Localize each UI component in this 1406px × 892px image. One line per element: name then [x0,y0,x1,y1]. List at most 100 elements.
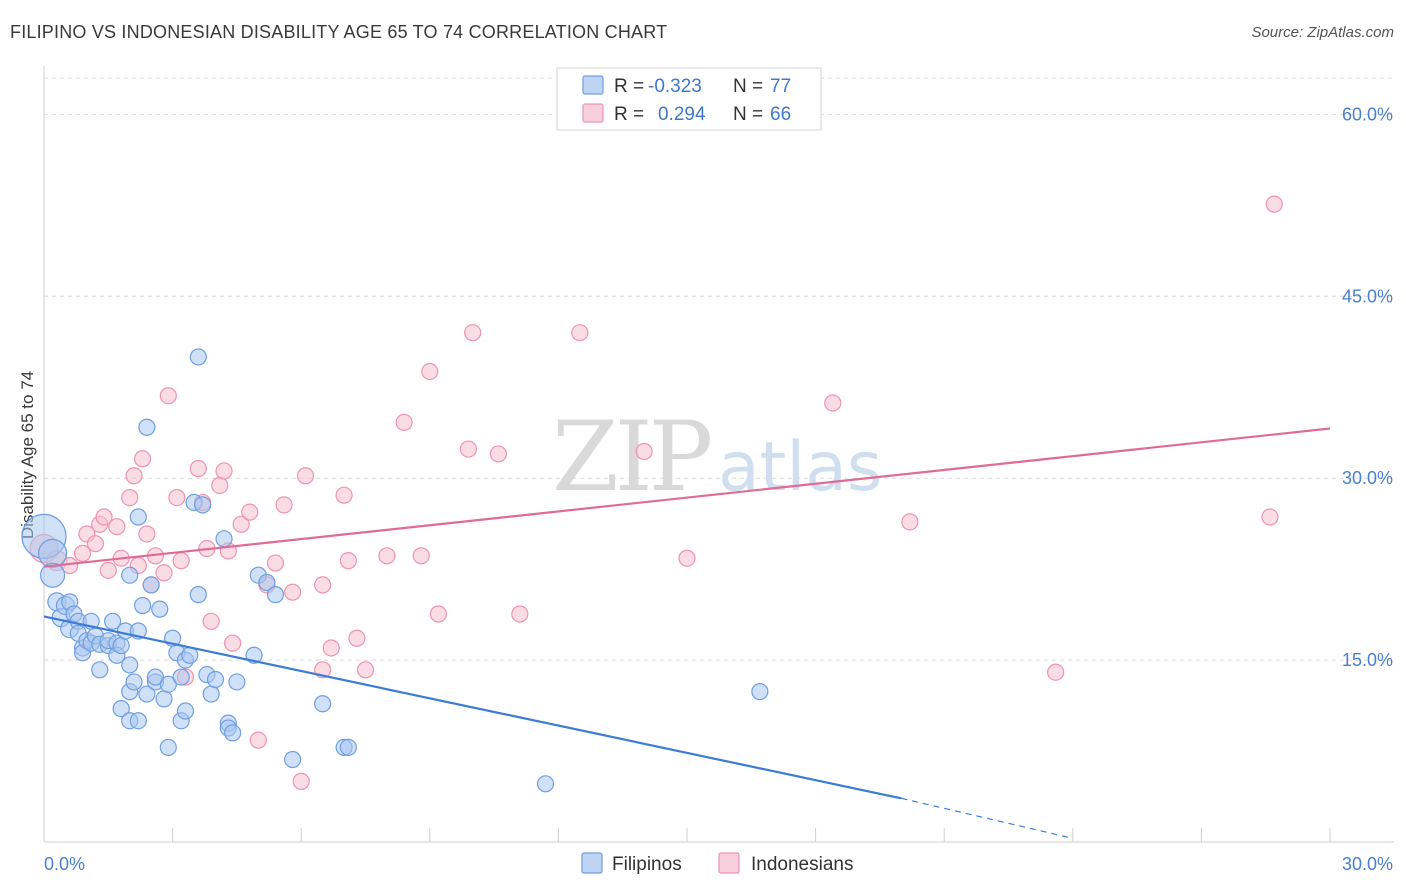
point-filipinos [103,612,122,630]
chart-title: FILIPINO VS INDONESIAN DISABILITY AGE 65… [10,22,668,42]
point-filipinos [39,562,66,588]
point-indonesians [901,513,919,531]
point-filipinos [189,586,207,604]
point-indonesians [211,476,229,495]
point-indonesians [133,450,152,468]
point-filipinos [121,566,139,584]
point-filipinos [151,600,169,618]
point-filipinos [202,685,220,703]
watermark: ZIP atlas [552,401,882,513]
point-filipinos [266,586,285,604]
point-indonesians [489,445,507,463]
point-filipinos [536,775,555,793]
point-indonesians [1047,663,1065,681]
source-label: Source: ZipAtlas.com [1251,24,1394,41]
point-indonesians [571,324,589,342]
point-filipinos [159,675,177,693]
x-tick-label-min: 0.0% [44,854,85,874]
point-filipinos [172,668,190,686]
x-tick-label-max: 30.0% [1342,854,1393,874]
point-filipinos [215,530,233,548]
point-indonesians [1265,195,1283,213]
point-filipinos [125,673,143,691]
point-filipinos [194,496,212,514]
legend-swatch-filipinos [582,75,604,95]
point-filipinos [189,348,207,366]
bottom-legend-label-filipinos: Filipinos [612,854,682,875]
point-indonesians [168,488,186,507]
point-filipinos [751,683,769,701]
point-indonesians [172,552,190,570]
point-indonesians [1261,508,1279,526]
point-filipinos [314,695,332,713]
point-indonesians [339,552,357,570]
y-tick-labels: 15.0% 30.0% 45.0% 60.0% [1342,104,1393,670]
grid-lines [44,77,1394,661]
y-tick-label: 45.0% [1342,286,1393,306]
legend-n-value-filipinos: 77 [770,76,791,97]
point-indonesians [322,639,340,657]
point-filipinos [284,750,302,769]
point-indonesians [459,440,477,458]
point-filipinos [138,418,156,436]
point-indonesians [292,772,310,790]
point-filipinos [91,661,109,679]
point-indonesians [348,629,366,647]
legend-n-label-indonesians: N = [733,104,763,125]
point-indonesians [95,508,113,526]
y-tick-label: 15.0% [1342,650,1393,670]
point-filipinos [146,668,165,686]
point-indonesians [125,467,143,485]
trend-line-filipinos-extension [901,797,1073,839]
point-indonesians [108,518,126,536]
point-filipinos [129,508,147,526]
point-indonesians [224,634,242,652]
point-filipinos [206,670,225,689]
axes [43,66,1394,843]
x-tick-labels: 0.0% 30.0% [44,854,1393,874]
point-indonesians [121,488,139,507]
y-tick-label: 60.0% [1342,104,1393,124]
bottom-legend-swatch-filipinos [581,852,603,874]
legend-n-value-indonesians: 66 [770,104,791,125]
point-indonesians [314,576,332,594]
trend-line-indonesians [43,427,1331,568]
point-indonesians [429,605,447,623]
point-filipinos [155,690,173,708]
point-indonesians [189,459,207,478]
trend-lines [43,427,1331,839]
point-filipinos [224,724,242,742]
point-filipinos [176,702,195,720]
point-filipinos [138,685,156,703]
point-indonesians [412,547,430,565]
point-indonesians [99,561,117,579]
point-indonesians [86,535,105,553]
point-indonesians [159,387,177,405]
watermark-zip: ZIP [552,401,711,513]
point-indonesians [266,554,285,572]
legend-r-label-indonesians: R = [614,104,644,125]
point-indonesians [335,486,353,504]
point-indonesians [356,661,375,679]
y-axis-label: Disability Age 65 to 74 [18,371,37,539]
point-indonesians [296,467,315,485]
point-indonesians [73,544,92,562]
point-indonesians [215,462,233,480]
legend-swatch-indonesians [582,103,604,123]
legend-r-label-filipinos: R = [614,76,644,97]
legend-r-value-filipinos: -0.323 [648,76,702,97]
point-indonesians [232,515,250,533]
point-filipinos [228,673,246,691]
point-filipinos [159,738,177,757]
point-indonesians [284,583,302,601]
point-filipinos [121,656,139,674]
point-indonesians [241,503,259,521]
point-indonesians [155,564,173,582]
point-indonesians [138,525,156,543]
legend-r-value-indonesians: 0.294 [658,104,706,125]
point-indonesians [824,394,842,412]
bottom-legend-label-indonesians: Indonesians [751,854,853,875]
point-indonesians [275,496,293,514]
point-indonesians [421,362,439,381]
